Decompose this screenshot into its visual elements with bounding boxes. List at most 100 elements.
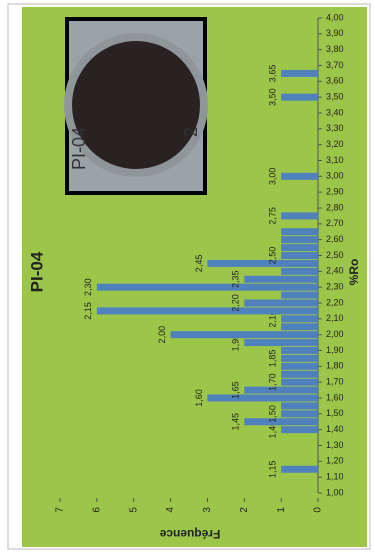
data-label: 1,50	[268, 405, 278, 423]
data-label: 1,60	[194, 389, 204, 407]
x-tick-label: 3,20	[326, 139, 344, 149]
data-label: 1,45	[231, 413, 241, 431]
bar	[281, 323, 318, 331]
x-tick-label: 2,50	[326, 250, 344, 260]
x-tick-label: 3,70	[326, 60, 344, 70]
x-tick-label: 2,60	[326, 234, 344, 244]
bar	[207, 259, 318, 267]
x-tick-label: 3,10	[326, 155, 344, 165]
data-label: 2,10	[268, 310, 278, 328]
y-tick-label: 6	[91, 507, 102, 513]
bar	[281, 93, 318, 101]
bar	[281, 315, 318, 323]
bar	[281, 370, 318, 378]
data-label: 2,75	[268, 207, 278, 225]
x-tick-label: 2,80	[326, 202, 344, 212]
x-tick-label: 2,20	[326, 297, 344, 307]
bar	[281, 267, 318, 275]
bar	[96, 307, 318, 315]
y-tick-label: 2	[239, 507, 250, 513]
bar	[281, 291, 318, 299]
x-tick-label: 3,80	[326, 44, 344, 54]
data-label: 3,50	[268, 88, 278, 106]
x-tick-label: 3,00	[326, 171, 344, 181]
data-label: 2,20	[231, 294, 241, 312]
bar	[281, 426, 318, 434]
bar	[244, 418, 319, 426]
y-tick-label: 5	[128, 507, 139, 513]
x-tick-label: 1,00	[326, 487, 344, 497]
data-label: 2,35	[231, 270, 241, 288]
bar	[244, 299, 319, 307]
data-label: 2,50	[268, 247, 278, 265]
x-tick-label: 3,90	[326, 28, 344, 38]
bar	[281, 354, 318, 362]
bar	[244, 275, 319, 283]
bar	[281, 172, 318, 180]
y-axis-title: Fréquence	[159, 527, 220, 541]
data-label: 2,00	[157, 326, 167, 344]
x-tick-label: 2,00	[326, 329, 344, 339]
x-tick-label: 1,90	[326, 345, 344, 355]
bar	[281, 402, 318, 410]
data-label: 1,40	[268, 421, 278, 439]
x-axis-title: %Ro	[347, 259, 361, 286]
chart-title: PI-04	[27, 251, 46, 292]
bar	[281, 252, 318, 259]
inset-label: 2	[181, 127, 201, 137]
x-tick-label: 1,30	[326, 440, 344, 450]
bar	[170, 331, 318, 339]
data-label: 2,15	[83, 302, 93, 320]
bar	[244, 386, 319, 394]
data-label: 2,45	[194, 255, 204, 273]
data-label: 1,95	[231, 334, 241, 352]
bar	[281, 362, 318, 370]
bar	[281, 410, 318, 418]
inset-photo: PI-04 2	[64, 17, 208, 195]
y-tick-label: 1	[276, 507, 287, 513]
bar	[281, 465, 318, 473]
x-tick-label: 1,60	[326, 392, 344, 402]
photo-sample	[72, 41, 200, 169]
bar	[244, 339, 319, 347]
y-tick-label: 7	[55, 507, 66, 513]
x-tick-label: 2,30	[326, 282, 344, 292]
bar	[281, 347, 318, 354]
x-tick-label: 1,80	[326, 361, 344, 371]
x-tick-label: 3,40	[326, 107, 344, 117]
y-tick-label: 4	[165, 507, 176, 513]
bar	[281, 212, 318, 220]
data-label: 1,65	[231, 381, 241, 399]
x-tick-label: 3,50	[326, 92, 344, 102]
x-tick-label: 1,10	[326, 472, 344, 482]
bar	[281, 378, 318, 386]
y-tick-label: 0	[313, 507, 324, 513]
rotated-chart: PI-04 %Ro Fréquence PI-04 2 0 1 2 3 4 5 6 7 1,00…	[22, 7, 367, 547]
x-tick-label: 2,70	[326, 218, 344, 228]
data-label: 2,30	[83, 278, 93, 296]
x-tick-label: 2,40	[326, 266, 344, 276]
data-label: 1,70	[268, 373, 278, 391]
x-tick-label: 2,10	[326, 313, 344, 323]
bar	[281, 69, 318, 77]
x-tick-label: 1,40	[326, 424, 344, 434]
x-tick-label: 4,00	[326, 12, 344, 22]
bar	[207, 394, 318, 402]
bar	[96, 283, 318, 291]
data-label: 3,00	[268, 168, 278, 186]
x-tick-label: 1,20	[326, 456, 344, 466]
x-tick-label: 1,70	[326, 377, 344, 387]
data-label: 3,65	[268, 65, 278, 83]
data-label: 1,15	[268, 460, 278, 478]
bar	[281, 236, 318, 244]
bar	[281, 244, 318, 252]
inset-label: PI-04	[69, 127, 89, 170]
bar	[281, 228, 318, 236]
y-tick-label: 3	[202, 507, 213, 513]
data-label: 1,85	[268, 350, 278, 368]
x-tick-label: 2,90	[326, 187, 344, 197]
x-tick-label: 1,50	[326, 408, 344, 418]
x-tick-label: 3,30	[326, 123, 344, 133]
x-tick-label: 3,60	[326, 76, 344, 86]
